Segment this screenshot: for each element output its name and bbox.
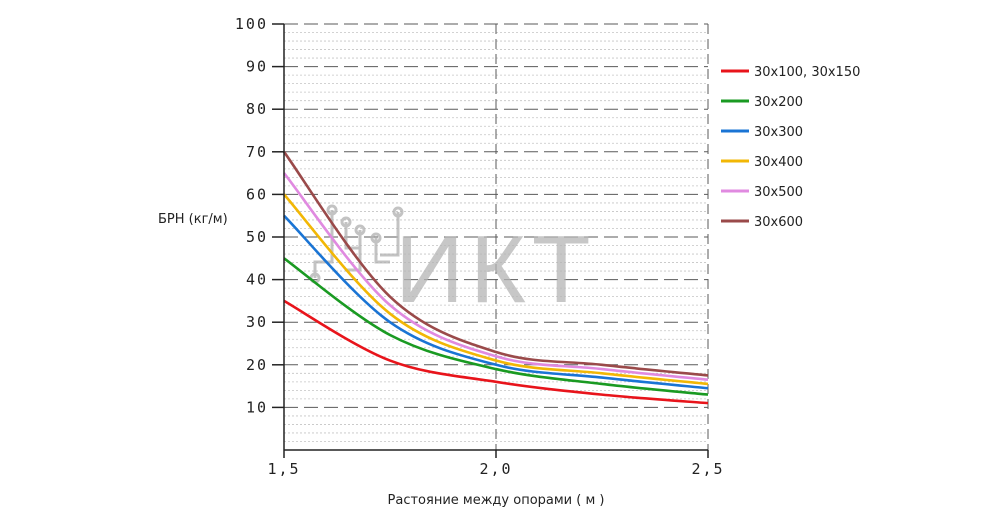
y-axis-ticks: 10 20 30 40 50 60 70 80 90 100 (235, 15, 284, 416)
y-tick-label: 10 (246, 398, 268, 416)
y-tick-label: 70 (246, 143, 268, 161)
y-tick-label: 50 (246, 228, 268, 246)
x-tick-label: 1,5 (267, 460, 300, 478)
legend-label: 30x400 (754, 155, 803, 170)
y-tick-label: 100 (235, 15, 268, 33)
y-tick-label: 90 (246, 58, 268, 76)
legend: 30x100, 30x150 30x200 30x300 30x400 30x500 30… (721, 65, 860, 230)
series-line-4 (283, 193, 709, 386)
watermark-text: ИКТ (395, 216, 597, 323)
watermark: ИКТ (309, 204, 597, 323)
y-tick-label: 20 (246, 356, 268, 374)
x-tick-label: 2,5 (691, 460, 724, 478)
legend-label: 30x300 (754, 125, 803, 140)
y-tick-label: 80 (246, 100, 268, 118)
legend-label: 30x500 (754, 185, 803, 200)
series-lines (282, 151, 709, 405)
y-axis-title: БРН (кг/м) (158, 212, 228, 227)
series-line-5 (282, 172, 709, 382)
y-tick-label: 60 (246, 185, 268, 203)
series-line-6 (282, 151, 709, 377)
legend-label: 30x100, 30x150 (754, 65, 860, 80)
y-tick-label: 30 (246, 313, 268, 331)
legend-label: 30x600 (754, 215, 803, 230)
series-line-2 (283, 257, 709, 396)
x-tick-label: 2,0 (479, 460, 512, 478)
y-tick-label: 40 (246, 271, 268, 289)
series-line-1 (283, 299, 709, 405)
x-axis-title: Растояние между опорами ( м ) (388, 493, 605, 508)
series-line-3 (283, 214, 709, 390)
legend-label: 30x200 (754, 95, 803, 110)
x-axis-ticks: 1,5 2,0 2,5 (267, 450, 724, 478)
